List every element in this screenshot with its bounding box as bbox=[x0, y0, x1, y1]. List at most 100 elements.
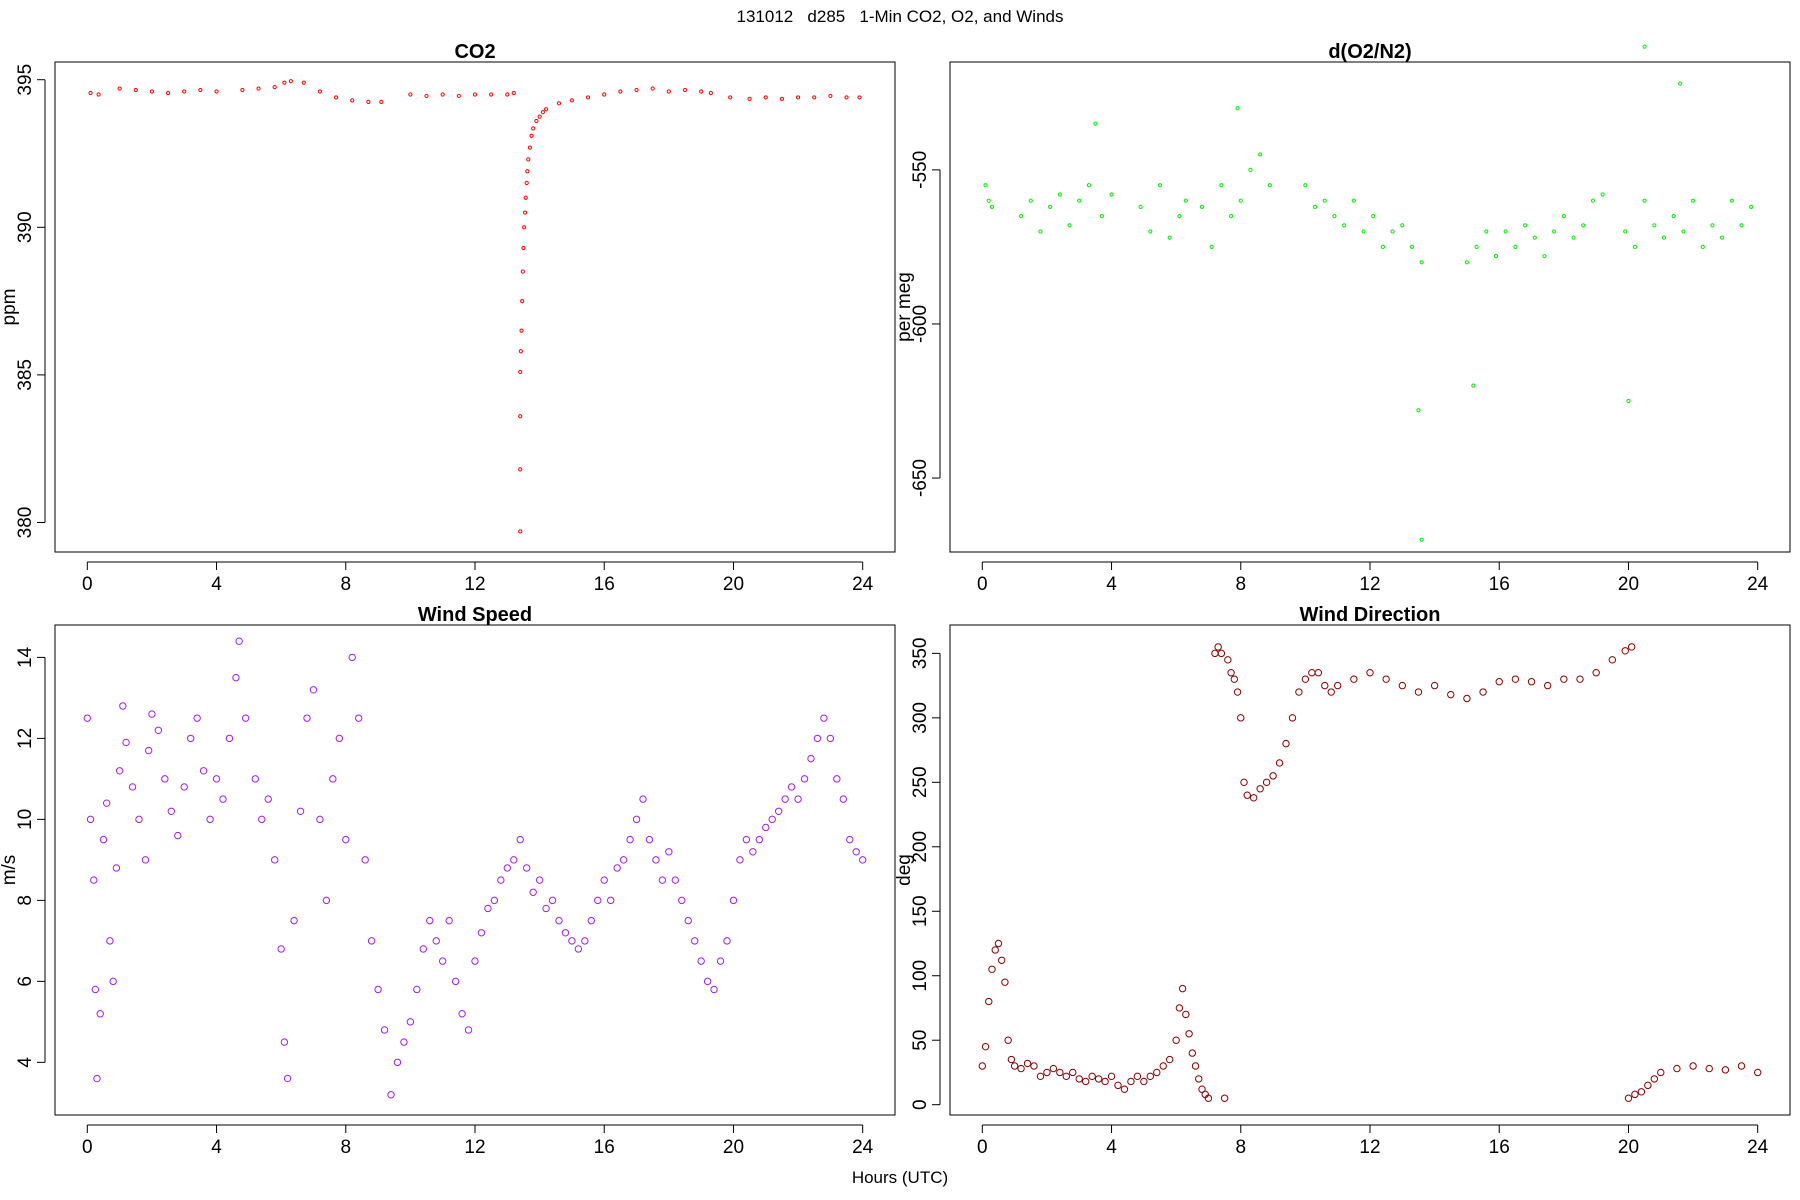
data-point bbox=[361, 856, 369, 864]
data-point bbox=[329, 775, 337, 783]
data-point bbox=[1175, 1004, 1184, 1012]
data-point bbox=[380, 1026, 389, 1034]
data-point bbox=[1471, 383, 1476, 388]
data-point bbox=[93, 1074, 101, 1083]
data-point bbox=[542, 904, 550, 913]
data-point bbox=[1017, 1064, 1025, 1073]
data-point bbox=[1626, 398, 1631, 404]
data-point bbox=[1295, 688, 1303, 696]
data-point bbox=[408, 92, 413, 97]
data-point bbox=[983, 183, 988, 188]
data-point bbox=[1705, 1064, 1713, 1073]
data-point bbox=[1249, 794, 1258, 802]
data-point bbox=[787, 783, 796, 791]
data-point bbox=[1148, 229, 1153, 234]
data-point bbox=[1172, 1036, 1180, 1044]
data-point bbox=[1581, 223, 1586, 228]
data-point bbox=[794, 795, 802, 803]
y-tick-label: 12 bbox=[15, 728, 36, 749]
data-point bbox=[86, 815, 95, 824]
data-point bbox=[186, 734, 195, 743]
data-point bbox=[540, 110, 545, 115]
data-point bbox=[1153, 1068, 1161, 1077]
data-point bbox=[1749, 204, 1754, 209]
data-point bbox=[594, 896, 602, 905]
data-point bbox=[1673, 1064, 1681, 1073]
data-point bbox=[1398, 681, 1407, 690]
data-point bbox=[520, 269, 525, 274]
data-point bbox=[527, 145, 533, 150]
data-point bbox=[1689, 1062, 1697, 1070]
data-point bbox=[471, 957, 479, 965]
data-point bbox=[812, 95, 817, 100]
data-point bbox=[618, 89, 623, 94]
data-point bbox=[826, 734, 835, 743]
data-point bbox=[1513, 244, 1518, 250]
data-point bbox=[1159, 1062, 1167, 1070]
data-point bbox=[800, 775, 809, 783]
data-point bbox=[813, 734, 822, 743]
data-point bbox=[671, 876, 680, 884]
panel-title: d(O2/N2) bbox=[1328, 41, 1411, 63]
data-point bbox=[272, 84, 277, 90]
data-point bbox=[634, 87, 639, 93]
data-point bbox=[165, 90, 171, 96]
data-point bbox=[763, 95, 768, 100]
data-point bbox=[1146, 1072, 1155, 1081]
data-point bbox=[1167, 235, 1172, 240]
data-point bbox=[1243, 791, 1251, 799]
data-point bbox=[1075, 1075, 1083, 1083]
data-point bbox=[112, 864, 121, 872]
data-point bbox=[1036, 1072, 1045, 1081]
data-point bbox=[1737, 1062, 1746, 1070]
data-point bbox=[534, 118, 539, 124]
data-point bbox=[1493, 254, 1499, 259]
data-point bbox=[1624, 1094, 1633, 1102]
data-point bbox=[1182, 1010, 1190, 1019]
data-point bbox=[519, 328, 524, 333]
data-point bbox=[1183, 198, 1188, 203]
data-point bbox=[350, 98, 355, 103]
panel-co2: CO2 0 4 8 12 16 20 24 380 385 390 395 ppm bbox=[0, 41, 896, 595]
data-point bbox=[529, 133, 534, 138]
data-point bbox=[1238, 198, 1243, 203]
data-point bbox=[1269, 772, 1277, 780]
data-points bbox=[978, 643, 1762, 1102]
data-point bbox=[301, 80, 306, 85]
data-point bbox=[141, 856, 150, 864]
data-point bbox=[1627, 643, 1636, 651]
y-tick-label: -600 bbox=[910, 305, 931, 343]
data-point bbox=[438, 957, 447, 965]
data-point bbox=[505, 92, 510, 97]
panel-title: CO2 bbox=[454, 41, 495, 63]
y-tick-label: 395 bbox=[15, 64, 36, 96]
data-point bbox=[1056, 1068, 1064, 1077]
data-point bbox=[256, 86, 261, 91]
data-point bbox=[1390, 229, 1395, 234]
data-point bbox=[1600, 192, 1605, 197]
data-point bbox=[258, 815, 266, 824]
data-point bbox=[96, 1010, 104, 1018]
data-point bbox=[193, 714, 201, 722]
data-point bbox=[1007, 1055, 1016, 1064]
data-point bbox=[986, 198, 991, 203]
data-point bbox=[1301, 675, 1310, 683]
y-tick-label: 350 bbox=[910, 638, 931, 670]
data-point bbox=[1650, 1075, 1659, 1083]
data-point bbox=[652, 856, 660, 864]
data-point bbox=[1380, 244, 1386, 250]
data-point bbox=[666, 89, 671, 94]
data-point bbox=[510, 856, 518, 864]
data-point bbox=[678, 896, 686, 905]
data-point bbox=[1086, 183, 1092, 188]
data-point bbox=[1419, 537, 1424, 542]
y-tick-label: 8 bbox=[15, 895, 36, 906]
data-point bbox=[1081, 1077, 1090, 1086]
data-point bbox=[1678, 81, 1683, 86]
data-point bbox=[858, 856, 867, 864]
data-point bbox=[144, 746, 153, 755]
data-point bbox=[374, 985, 382, 994]
data-point bbox=[232, 673, 240, 682]
data-point bbox=[1522, 223, 1528, 228]
